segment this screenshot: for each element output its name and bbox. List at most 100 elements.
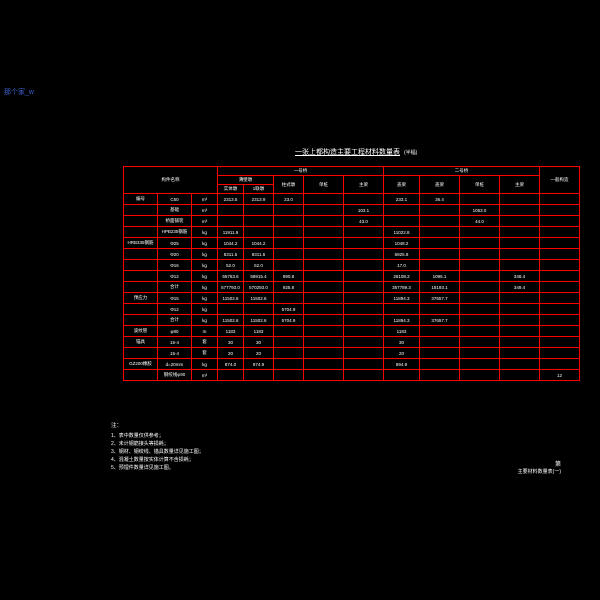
footer-label: 主要材料数量表(一) [518, 469, 561, 476]
cell-r12-c6 [304, 326, 344, 337]
cell-r1-c9 [420, 205, 460, 216]
cell-r0-c8: 233.1 [384, 194, 420, 205]
cell-r10-c6 [304, 304, 344, 315]
cell-r5-c5 [274, 249, 304, 260]
cell-r15-c4: 874.9 [244, 359, 274, 370]
cell-r7-c8: 26108.2 [384, 271, 420, 282]
cell-r8-c2: kg [192, 282, 218, 293]
cell-r10-c0 [124, 304, 158, 315]
cell-r14-c4: 20 [244, 348, 274, 359]
cell-r5-c6 [304, 249, 344, 260]
cell-r13-c10 [460, 337, 500, 348]
cell-r12-c2: m [192, 326, 218, 337]
cell-r4-c2: kg [192, 238, 218, 249]
cell-r9-c12 [540, 293, 580, 304]
cell-r6-c1: Φ16 [158, 260, 192, 271]
cell-r0-c7 [344, 194, 384, 205]
cell-r12-c10 [460, 326, 500, 337]
cell-r2-c12 [540, 216, 580, 227]
cell-r11-c7 [344, 315, 384, 326]
cell-r8-c11: 349.4 [500, 282, 540, 293]
cell-r11-c11 [500, 315, 540, 326]
cell-r0-c4: 2313.9 [244, 194, 274, 205]
cell-r11-c6 [304, 315, 344, 326]
hdr-thin-pier: 薄壁墩 [218, 176, 274, 185]
cell-r4-c11 [500, 238, 540, 249]
cell-r7-c11: 348.4 [500, 271, 540, 282]
cell-r12-c11 [500, 326, 540, 337]
cell-r3-c12 [540, 227, 580, 238]
cell-r8-c1: 合计 [158, 282, 192, 293]
note-line-0: 1、表中数量仅供参考； [111, 432, 204, 440]
cell-r12-c4: 1183 [244, 326, 274, 337]
cell-r7-c10 [460, 271, 500, 282]
cell-r0-c6 [304, 194, 344, 205]
cell-r6-c8: 17.0 [384, 260, 420, 271]
cell-r9-c11 [500, 293, 540, 304]
cell-r12-c3: 1183 [218, 326, 244, 337]
cell-r11-c8: 11894.3 [384, 315, 420, 326]
cell-r12-c0: 波纹管 [124, 326, 158, 337]
cell-r13-c8: 30 [384, 337, 420, 348]
cell-r16-c4 [244, 370, 274, 381]
cell-r8-c5: 925.8 [274, 282, 304, 293]
cell-r1-c2: m³ [192, 205, 218, 216]
cell-r7-c2: kg [192, 271, 218, 282]
cell-r8-c10 [460, 282, 500, 293]
cell-r5-c12 [540, 249, 580, 260]
cell-r14-c8: 20 [384, 348, 420, 359]
cell-r1-c5 [274, 205, 304, 216]
cell-r13-c5 [274, 337, 304, 348]
cell-r4-c12 [540, 238, 580, 249]
cell-r15-c8: 894.9 [384, 359, 420, 370]
cell-r16-c12: 12 [540, 370, 580, 381]
cell-r1-c11 [500, 205, 540, 216]
cell-r11-c4: 11502.6 [244, 315, 274, 326]
cell-r15-c10 [460, 359, 500, 370]
cell-r15-c7 [344, 359, 384, 370]
cell-r7-c7 [344, 271, 384, 282]
cell-r1-c8 [384, 205, 420, 216]
cell-r2-c9 [420, 216, 460, 227]
cell-r12-c1: φ80 [158, 326, 192, 337]
cell-r14-c10 [460, 348, 500, 359]
cell-r10-c10 [460, 304, 500, 315]
cell-r4-c7 [344, 238, 384, 249]
cell-r6-c7 [344, 260, 384, 271]
cell-r16-c10 [460, 370, 500, 381]
cell-r3-c0 [124, 227, 158, 238]
note-line-2: 3、钢材、钢绞线、锚具数量详见施工图； [111, 448, 204, 456]
cell-r7-c9: 1095.1 [420, 271, 460, 282]
cell-r1-c7: 103.1 [344, 205, 384, 216]
cell-r12-c5 [274, 326, 304, 337]
cell-r15-c9 [420, 359, 460, 370]
cell-r14-c7 [344, 348, 384, 359]
cell-r15-c11 [500, 359, 540, 370]
title-unit: (半幅) [404, 150, 417, 156]
cell-r15-c5 [274, 359, 304, 370]
cell-r5-c3: 8311.5 [218, 249, 244, 260]
cell-r3-c10 [460, 227, 500, 238]
cell-r10-c4 [244, 304, 274, 315]
cell-r10-c9 [420, 304, 460, 315]
cell-r4-c9 [420, 238, 460, 249]
cell-r15-c3: 874.0 [218, 359, 244, 370]
cell-r16-c3 [218, 370, 244, 381]
cell-r14-c5 [274, 348, 304, 359]
cell-r1-c4 [244, 205, 274, 216]
cell-r1-c1: 基础 [158, 205, 192, 216]
watermark-text: 那个家_w [4, 87, 34, 97]
cell-r4-c6 [304, 238, 344, 249]
cell-r2-c5 [274, 216, 304, 227]
cell-r16-c1: 钢绞线φ90 [158, 370, 192, 381]
cell-r8-c0 [124, 282, 158, 293]
cell-r4-c4: 1044.2 [244, 238, 274, 249]
cell-r2-c8 [384, 216, 420, 227]
cell-r10-c3 [218, 304, 244, 315]
cell-r15-c0: GZ200橡胶 [124, 359, 158, 370]
cell-r10-c2: kg [192, 304, 218, 315]
cell-r9-c2: kg [192, 293, 218, 304]
cell-r12-c7 [344, 326, 384, 337]
cell-r11-c1: 合计 [158, 315, 192, 326]
cell-r2-c7: 43.0 [344, 216, 384, 227]
